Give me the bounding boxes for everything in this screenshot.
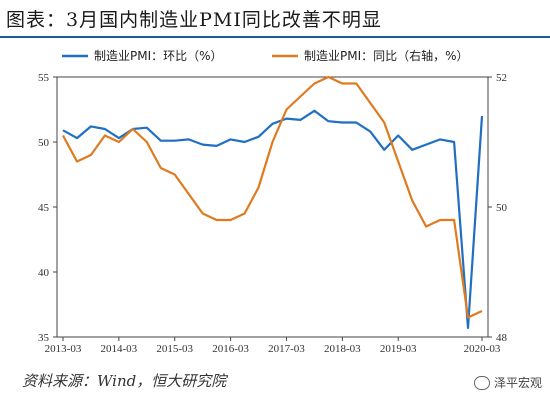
chart-title: 图表：3月国内制造业PMI同比改善不明显 <box>6 9 382 31</box>
left-tick-label: 40 <box>38 267 50 279</box>
series-line-yoy <box>62 75 483 319</box>
left-tick-label: 50 <box>38 137 50 149</box>
left-tick-label: 35 <box>38 332 50 344</box>
x-tick-label: 2020-03 <box>464 343 501 355</box>
x-tick-label: 2016-03 <box>212 343 249 355</box>
source-note: 资料来源：Wind，恒大研究院 <box>22 372 227 390</box>
x-tick-label: 2018-03 <box>324 343 361 355</box>
watermark: 泽平宏观 <box>473 374 542 391</box>
x-tick-label: 2019-03 <box>380 343 417 355</box>
right-tick-label: 52 <box>496 72 507 84</box>
x-tick-label: 2013-03 <box>45 343 82 355</box>
right-tick-label: 48 <box>496 332 508 344</box>
legend-item-mom-label: 制造业PMI：环比（%） <box>94 49 223 63</box>
left-tick-label: 45 <box>38 202 50 214</box>
x-tick-label: 2014-03 <box>101 343 138 355</box>
wechat-icon <box>473 375 490 390</box>
legend-item-yoy-label: 制造业PMI：同比（右轴，%） <box>304 48 469 63</box>
title-bar: 图表：3月国内制造业PMI同比改善不明显 <box>0 0 550 38</box>
x-tick-label: 2015-03 <box>156 343 193 355</box>
plot-frame <box>56 76 489 338</box>
left-tick-label: 55 <box>38 72 50 84</box>
right-tick-label: 50 <box>496 202 508 214</box>
watermark-text: 泽平宏观 <box>493 376 542 390</box>
x-tick-label: 2017-03 <box>268 343 305 355</box>
